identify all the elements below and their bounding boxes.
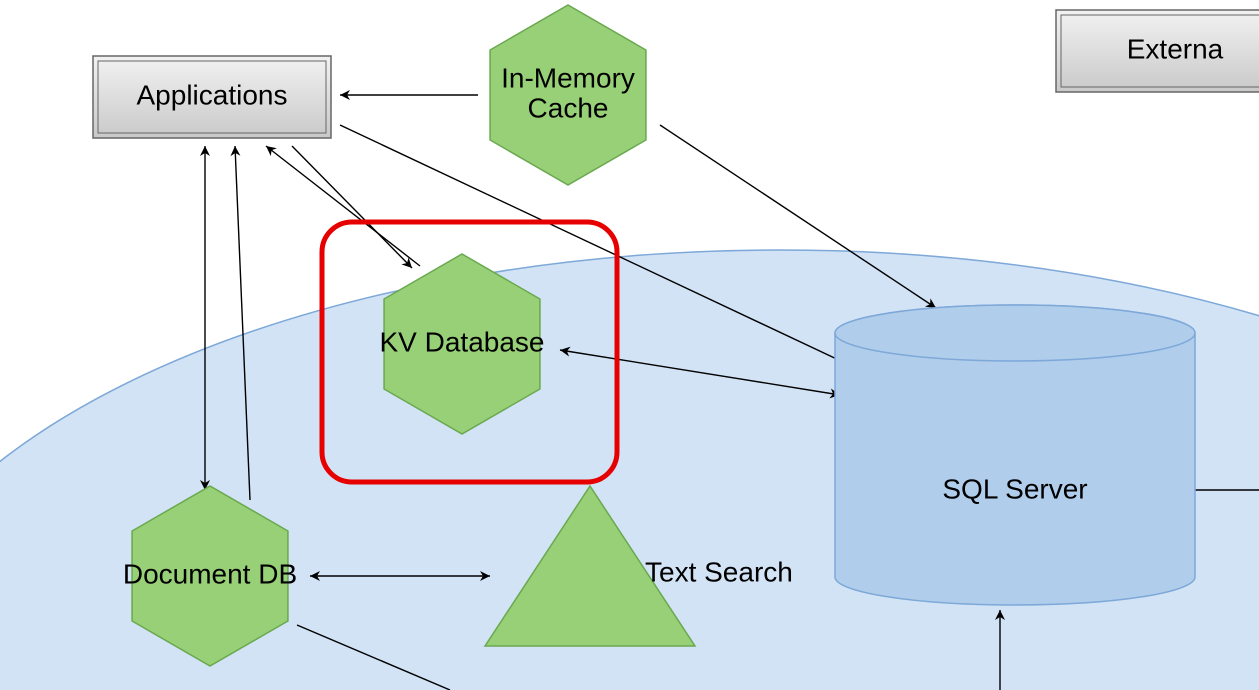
applications-node: Applications: [93, 56, 331, 138]
external-node-label: Externa: [1127, 33, 1224, 64]
text-search-node-label: Text Search: [645, 556, 793, 587]
external-node: Externa: [1056, 10, 1259, 92]
in-memory-cache-node: In-MemoryCache: [490, 5, 646, 185]
sql-server-node: SQL Server: [835, 305, 1195, 605]
edge-applications-kvdb: [292, 146, 412, 268]
document-db-node-label: Document DB: [123, 558, 297, 589]
kv-database-node-label: KV Database: [380, 326, 545, 357]
sql-server-node-label: SQL Server: [942, 473, 1087, 504]
applications-node-label: Applications: [137, 79, 288, 110]
edge-kvdb-applications: [266, 146, 420, 266]
in-memory-cache-node-label-0: In-Memory: [501, 62, 635, 93]
in-memory-cache-node-label-1: Cache: [528, 92, 609, 123]
